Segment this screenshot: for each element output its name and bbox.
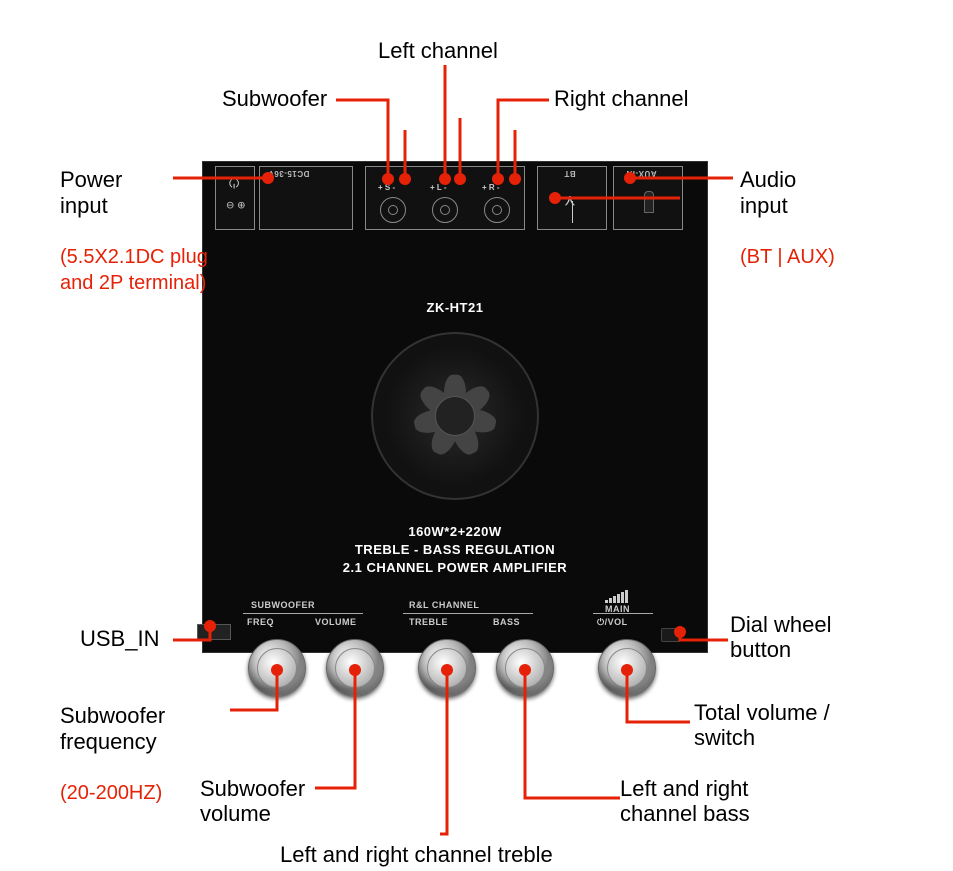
label-lr-bass: Left and right channel bass <box>620 776 750 827</box>
dot-r1 <box>492 173 504 185</box>
label-right-channel: Right channel <box>554 86 689 111</box>
dot-sub2 <box>399 173 411 185</box>
dot-sub1 <box>382 173 394 185</box>
label-audio-input-title: Audio input <box>740 167 796 217</box>
dot-power <box>262 172 274 184</box>
dot-audio-bt <box>549 192 561 204</box>
dot-dial <box>674 626 686 638</box>
label-audio-input-note: (BT | AUX) <box>740 246 835 268</box>
label-dial-wheel: Dial wheel button <box>730 612 832 663</box>
label-power-input-note: (5.5X2.1DC plug and 2P terminal) <box>60 246 208 294</box>
dot-knob3 <box>441 664 453 676</box>
label-usb-in: USB_IN <box>80 626 159 651</box>
dot-l2 <box>454 173 466 185</box>
label-audio-input: Audio input (BT | AUX) <box>740 142 835 269</box>
dot-audio-aux <box>624 172 636 184</box>
label-power-input: Power input (5.5X2.1DC plug and 2P termi… <box>60 142 208 295</box>
dot-l1 <box>439 173 451 185</box>
label-total-vol: Total volume / switch <box>694 700 830 751</box>
dot-knob2 <box>349 664 361 676</box>
label-power-input-title: Power input <box>60 167 122 217</box>
dot-usb <box>204 620 216 632</box>
dot-knob4 <box>519 664 531 676</box>
label-sub-freq-title: Subwoofer frequency <box>60 703 165 753</box>
label-lr-treble: Left and right channel treble <box>280 842 553 867</box>
label-sub-freq: Subwoofer frequency (20-200HZ) <box>60 678 165 805</box>
label-sub-vol: Subwoofer volume <box>200 776 305 827</box>
label-left-channel: Left channel <box>378 38 498 63</box>
dot-knob1 <box>271 664 283 676</box>
label-sub-freq-note: (20-200HZ) <box>60 782 162 804</box>
dot-r2 <box>509 173 521 185</box>
dot-knob5 <box>621 664 633 676</box>
label-subwoofer: Subwoofer <box>222 86 327 111</box>
